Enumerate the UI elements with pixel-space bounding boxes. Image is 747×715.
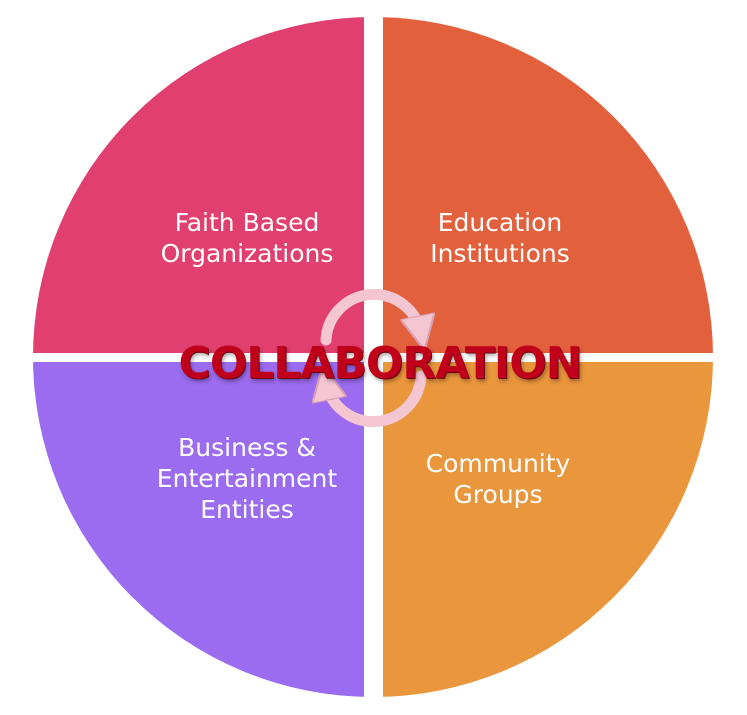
- label-line: Community: [425, 449, 571, 478]
- label-line: Organizations: [160, 239, 334, 268]
- label-line: Entities: [200, 495, 294, 524]
- label-line: Faith Based: [174, 208, 320, 237]
- quadrant-bottom-left: [33, 362, 364, 697]
- label-line: Entertainment: [156, 464, 338, 493]
- label-line: Education: [437, 208, 563, 237]
- label-line: Business &: [178, 433, 316, 462]
- quadrant-label-community: Community Groups: [368, 448, 628, 510]
- label-line: Institutions: [430, 239, 570, 268]
- cycle-arrows-icon: [326, 288, 421, 428]
- quadrant-label-faith-based: Faith Based Organizations: [117, 207, 377, 269]
- label-line: Groups: [453, 480, 543, 509]
- collaboration-title: COLLABORATION: [178, 338, 583, 389]
- quadrant-top-right: [383, 17, 713, 353]
- quadrant-top-left: [33, 17, 364, 353]
- quadrant-label-business: Business & Entertainment Entities: [117, 432, 377, 525]
- quadrant-label-education: Education Institutions: [370, 207, 630, 269]
- quadrant-bottom-right: [383, 362, 713, 697]
